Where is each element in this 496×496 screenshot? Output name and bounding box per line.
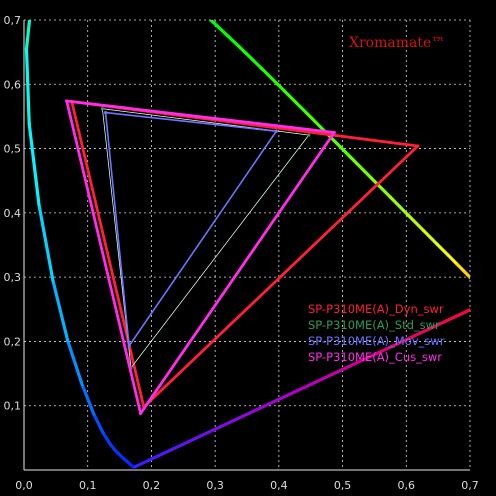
gamut-vertex	[100, 107, 104, 111]
legend-entry: SP-P310ME(A)_Std_swr	[308, 318, 440, 332]
gamut-vertex	[274, 129, 278, 133]
gamut-vertex	[332, 130, 336, 135]
spectral-locus-segment	[479, 286, 482, 289]
y-tick-label: 0,7	[4, 14, 22, 27]
gamut-vertex	[65, 99, 69, 103]
y-tick-label: 0,3	[4, 271, 22, 284]
spectral-locus-segment	[282, 89, 309, 116]
spectral-locus-segment	[455, 262, 467, 274]
spectral-locus-segment	[51, 278, 70, 343]
brand-label: Xromamate™	[349, 35, 445, 51]
spectral-locus-segment	[66, 339, 84, 387]
spectral-locus-segment	[468, 276, 470, 280]
spectral-locus-segment	[170, 0, 193, 4]
axis-frame	[23, 20, 470, 471]
spectral-locus-segment	[487, 294, 488, 295]
spectral-locus-segment	[369, 176, 393, 199]
x-tick-label: 0,4	[270, 479, 288, 492]
x-tick-label: 0,0	[15, 479, 33, 492]
spectral-locus-segment	[388, 195, 410, 217]
grid	[24, 19, 471, 470]
spectral-locus-segment	[446, 253, 459, 267]
x-tick-label: 0,6	[398, 479, 416, 492]
legend: SP-P310ME(A)_Dyn_swr SP-P310ME(A)_Std_swr…	[308, 302, 445, 364]
spectral-locus-segment	[485, 292, 487, 294]
legend-entry: SP-P310ME(A)_Dyn_swr	[308, 302, 444, 316]
y-tick-label: 0,2	[4, 335, 22, 348]
x-tick-label: 0,3	[206, 479, 224, 492]
gamut-vertex	[103, 110, 108, 115]
purple-line	[133, 308, 470, 469]
spectral-locus-segment	[482, 289, 485, 292]
gamut-vertex	[416, 144, 420, 148]
plot-area	[24, 20, 470, 470]
spectral-locus-segment	[260, 66, 287, 93]
spectral-locus-segment	[421, 228, 439, 246]
legend-entry: SP-P310ME(A)_Mov_swr	[308, 334, 445, 348]
y-tick-label: 0,4	[4, 207, 22, 220]
spectral-locus-segment	[92, 412, 105, 435]
spectral-locus-segment	[488, 295, 489, 296]
spectral-locus-segment	[237, 44, 264, 71]
spectral-locus-segment	[490, 297, 491, 298]
gamut-triangles	[65, 99, 420, 416]
gamut-vertex	[127, 344, 131, 348]
gamut-vertex	[138, 411, 143, 416]
y-tick-label: 0,6	[4, 78, 22, 91]
gamut-vertex	[307, 133, 311, 137]
spectral-locus-segment	[24, 20, 32, 51]
gamut-triangle	[104, 111, 278, 347]
x-tick-label: 0,5	[334, 479, 352, 492]
spectral-locus-segment	[24, 47, 31, 126]
spectral-locus-segment	[214, 23, 241, 49]
y-tick-label: 0,5	[4, 143, 22, 156]
gamut-triangle-outline	[102, 108, 310, 369]
spectral-locus-segment	[348, 155, 373, 180]
spectral-locus-segment	[208, 20, 218, 27]
y-tick-label: 0,1	[4, 400, 22, 413]
legend-entry: SP-P310ME(A)_Cus_swr	[308, 350, 442, 364]
spectral-locus-segment	[37, 203, 55, 282]
spectral-locus-segment	[327, 133, 353, 159]
gamut-triangle	[70, 100, 420, 409]
spectral-locus-segment	[80, 383, 96, 416]
spectral-locus-segment	[101, 431, 112, 446]
x-tick-label: 0,7	[461, 479, 479, 492]
spectral-locus-segment	[475, 282, 479, 286]
spectral-locus-segment	[406, 213, 426, 233]
x-tick-label: 0,1	[79, 479, 97, 492]
x-tick-label: 0,2	[143, 479, 161, 492]
gamut-triangle	[65, 99, 336, 415]
tick-labels: 0,0 0,1 0,2 0,3 0,4 0,5 0,6 0,7 0,1 0,2 0,3 0,4 0,5 0…	[4, 14, 479, 492]
spectral-locus-segment	[435, 242, 450, 257]
spectral-locus-segment	[27, 122, 41, 207]
spectral-locus-segment	[489, 296, 490, 297]
